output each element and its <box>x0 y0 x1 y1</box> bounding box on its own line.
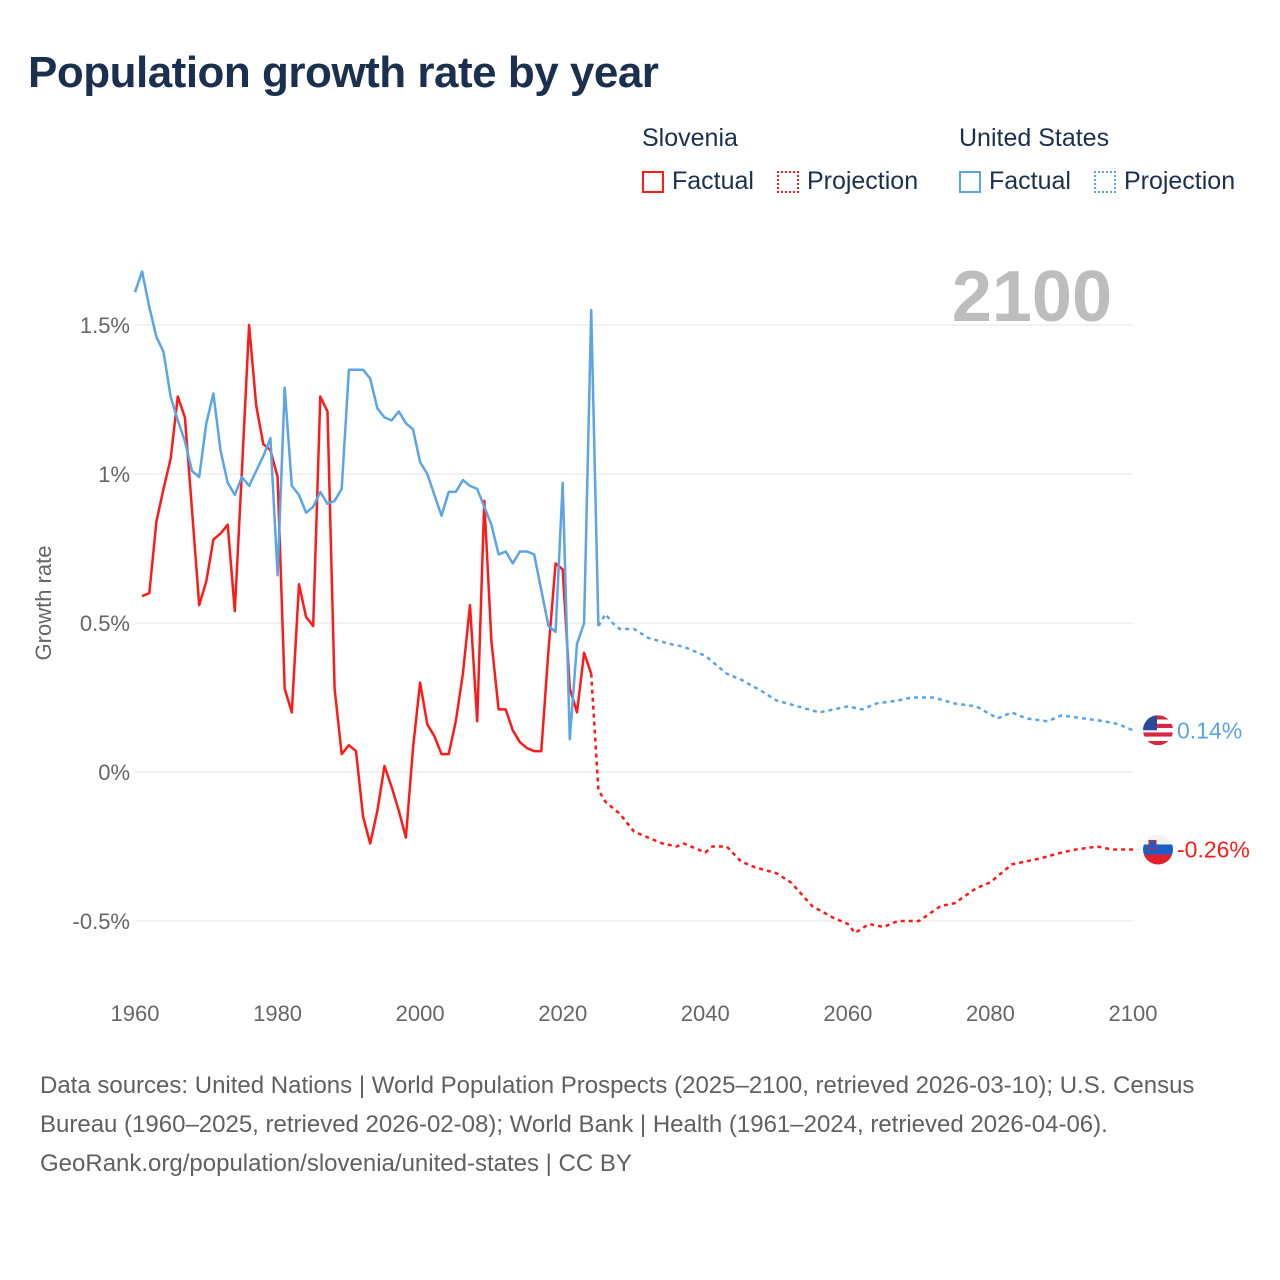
flag-stripe <box>1143 740 1173 746</box>
series-line-slovenia-projection <box>589 673 1133 935</box>
legend-label: Projection <box>806 167 919 195</box>
x-tick-label: 2100 <box>1109 1001 1158 1026</box>
legend-us-factual[interactable]: Factual <box>959 167 1071 196</box>
us-flag-icon <box>1143 715 1173 746</box>
flag-stripe <box>1143 732 1173 737</box>
series-line-slovenia-factual <box>141 323 593 845</box>
legend-swatch-dotted <box>776 170 799 193</box>
y-tick-label: 1% <box>98 462 130 487</box>
footer: Data sources: United Nations | World Pop… <box>40 1066 1230 1183</box>
legend-us-projection[interactable]: Projection <box>1093 167 1236 196</box>
flag-stripe <box>1143 723 1173 729</box>
data-sources: Data sources: United Nations | World Pop… <box>40 1072 1195 1138</box>
y-tick-label: 0% <box>98 760 130 785</box>
flag-stripe <box>1143 728 1173 733</box>
legend-label: Projection <box>1123 167 1236 195</box>
legend-group-slovenia: Slovenia Factual Projection <box>642 124 934 200</box>
attribution-link[interactable]: GeoRank.org/population/slovenia/united-s… <box>40 1150 632 1177</box>
x-tick-label: 2000 <box>396 1001 445 1026</box>
flag-stripe <box>1143 834 1173 845</box>
legend-swatch-solid <box>959 170 981 193</box>
legend-slovenia-projection[interactable]: Projection <box>776 167 919 196</box>
current-year-label: 2100 <box>951 257 1112 337</box>
end-label-united-states: 0.14% <box>1177 717 1242 743</box>
flag-stripe <box>1143 844 1173 855</box>
end-label-slovenia: -0.26% <box>1177 836 1250 862</box>
legend-swatch-dotted <box>1093 170 1116 193</box>
flag-stripe <box>1143 715 1173 720</box>
x-tick-label: 2080 <box>966 1001 1015 1026</box>
y-tick-label: -0.5% <box>73 909 130 934</box>
x-tick-label: 2060 <box>823 1001 872 1026</box>
slovenia-flag-icon <box>1143 834 1173 865</box>
legend-group-name: Slovenia <box>642 124 738 152</box>
series-line-united-states-factual <box>133 270 600 741</box>
x-tick-label: 1980 <box>253 1001 302 1026</box>
legend-group-name: United States <box>959 124 1110 152</box>
flag-stripe <box>1143 854 1173 865</box>
legend-label: Factual <box>989 167 1071 195</box>
flag-coat-of-arms <box>1148 839 1157 850</box>
chart-title: Population growth rate by year <box>28 48 659 97</box>
flag-stripe <box>1143 719 1173 724</box>
flag-stripe <box>1143 736 1173 741</box>
legend-swatch-solid <box>642 170 664 193</box>
legend-label: Factual <box>672 167 754 195</box>
x-tick-label: 1960 <box>111 1001 160 1026</box>
series-line-united-states-projection <box>597 612 1134 732</box>
x-tick-label: 2040 <box>681 1001 730 1026</box>
legend-group-united-states: United States Factual Projection <box>959 124 1235 200</box>
y-axis-label: Growth rate <box>31 546 56 661</box>
y-tick-label: 1.5% <box>80 313 130 338</box>
x-tick-label: 2020 <box>538 1001 587 1026</box>
legend-slovenia-factual[interactable]: Factual <box>642 167 754 196</box>
y-tick-label: 0.5% <box>80 611 130 636</box>
flag-canton <box>1143 715 1157 731</box>
